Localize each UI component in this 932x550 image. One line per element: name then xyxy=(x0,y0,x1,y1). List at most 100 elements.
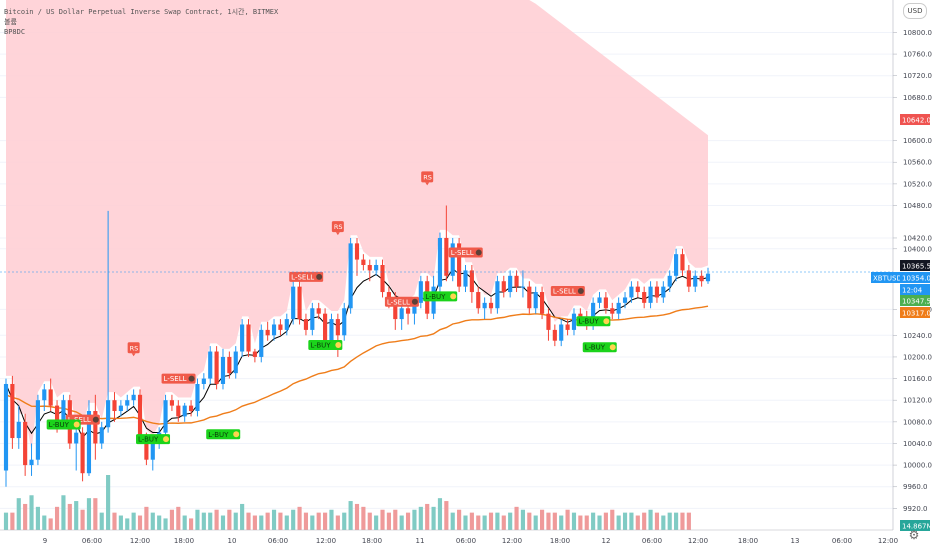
candle-body xyxy=(86,411,92,474)
candle-body xyxy=(488,302,494,309)
volume-bar xyxy=(80,509,85,530)
buy-signal-marker[interactable]: L-BUY xyxy=(576,316,611,327)
volume-bar xyxy=(3,512,9,530)
candle-body xyxy=(674,254,679,276)
price-tag-text: 10642.0 xyxy=(902,117,931,125)
volume-bar xyxy=(648,509,653,530)
candle-body xyxy=(54,405,60,422)
buy-signal-marker[interactable]: L-BUY xyxy=(206,429,241,440)
signal-icon xyxy=(609,344,616,351)
volume-bar xyxy=(284,515,289,530)
volume-bar xyxy=(42,515,47,530)
candle-body xyxy=(29,459,34,466)
candle-body xyxy=(374,265,379,271)
sell-signal-marker[interactable]: L-SELL xyxy=(161,373,196,384)
candle-body xyxy=(329,319,334,341)
y-tick-label: 10560.0 xyxy=(903,159,932,167)
volume-bar xyxy=(67,503,72,530)
volume-bar xyxy=(150,512,155,530)
currency-button[interactable]: USD xyxy=(903,3,927,19)
candle-body xyxy=(591,302,596,325)
candle-body xyxy=(520,286,526,288)
volume-bar xyxy=(323,512,328,530)
rs-marker[interactable]: RS xyxy=(127,342,140,357)
sell-signal-marker[interactable]: L-SELL xyxy=(289,271,324,282)
candle-body xyxy=(437,237,443,287)
candle-body xyxy=(699,275,704,282)
candle-body xyxy=(597,297,602,303)
rs-label: RS xyxy=(423,173,432,181)
volume-bar xyxy=(488,512,494,530)
volume-bar xyxy=(182,515,187,530)
volume-bar xyxy=(565,509,570,530)
candle-body xyxy=(316,308,321,314)
signal-label: L-SELL xyxy=(164,375,187,383)
volume-bar xyxy=(367,512,372,530)
volume-indicator-label: 볼륨 xyxy=(4,18,17,26)
candle-body xyxy=(23,421,28,466)
candle-body xyxy=(559,324,564,341)
y-tick-label: 10240.0 xyxy=(903,332,932,340)
signal-label: L-SELL xyxy=(451,249,474,257)
buy-signal-marker[interactable]: L-BUY xyxy=(423,291,458,302)
buy-signal-marker[interactable]: L-BUY xyxy=(582,342,617,353)
sell-signal-marker[interactable]: L-SELL xyxy=(550,285,585,296)
sell-signal-marker[interactable]: L-SELL xyxy=(448,247,483,258)
buy-signal-marker[interactable]: L-BUY xyxy=(46,419,81,430)
x-tick-label: 06:00 xyxy=(832,537,852,545)
x-tick-label: 10 xyxy=(228,537,237,545)
volume-bar xyxy=(386,512,391,530)
x-tick-label: 12:00 xyxy=(130,537,150,545)
signal-label: L-SELL xyxy=(291,273,314,281)
candle-body xyxy=(278,324,283,330)
settings-gear-icon[interactable]: ⚙ xyxy=(908,528,920,542)
x-tick-label: 18:00 xyxy=(550,537,570,545)
buy-signal-marker[interactable]: L-BUY xyxy=(136,434,171,445)
volume-bar xyxy=(227,509,232,530)
volume-bar xyxy=(527,512,532,530)
x-tick-label: 06:00 xyxy=(642,537,662,545)
candle-body xyxy=(259,329,264,357)
volume-bar xyxy=(495,512,500,530)
volume-bar xyxy=(201,512,206,530)
volume-bar xyxy=(144,506,149,530)
volume-bar xyxy=(354,503,360,530)
buy-signal-marker[interactable]: L-BUY xyxy=(308,340,343,351)
candle-body xyxy=(220,356,226,384)
chart-header: Bitcoin / US Dollar Perpetual Inverse Sw… xyxy=(4,7,278,37)
candle-body xyxy=(418,281,423,303)
y-tick-label: 10600.0 xyxy=(903,137,932,145)
y-tick-label: 10160.0 xyxy=(903,375,932,383)
price-tag-text: 10354.0 xyxy=(902,275,931,283)
sell-signal-marker[interactable]: L-SELL xyxy=(384,296,419,307)
volume-bar xyxy=(667,512,672,530)
candle-body xyxy=(80,432,85,474)
candle-body xyxy=(457,243,462,287)
signal-markers[interactable]: L-SELL L-BUY L-BUY L-SELL L-BUY L-SELL L-BUY L-… xyxy=(46,171,617,445)
volume-bar xyxy=(246,512,251,530)
volume-bar xyxy=(195,509,200,530)
candle-body xyxy=(265,329,270,336)
volume-bar xyxy=(93,498,98,530)
volume-bar xyxy=(23,503,28,530)
rs-marker[interactable]: RS xyxy=(331,221,344,236)
signal-label: L-BUY xyxy=(578,318,599,326)
volume-bar xyxy=(176,506,181,530)
volume-bar xyxy=(240,503,245,530)
candle-body xyxy=(648,286,653,303)
x-axis[interactable]: 9 06:00 12:00 18:00 10 06:00 12:00 18:00 11 06:00… xyxy=(43,537,898,545)
candle-body xyxy=(35,400,40,460)
candle-body xyxy=(546,313,551,330)
price-tag-text: XBTUSD xyxy=(873,275,902,283)
candle-body xyxy=(469,270,474,293)
volume-bar xyxy=(342,512,347,530)
volume-bar xyxy=(106,475,111,530)
y-tick-label: 9920.0 xyxy=(903,505,928,513)
candle-body xyxy=(514,275,519,287)
signal-label: L-BUY xyxy=(310,342,331,350)
volume-bar xyxy=(546,512,551,530)
candle-body xyxy=(405,308,411,314)
rs-marker[interactable]: RS xyxy=(421,171,434,186)
volume-bar xyxy=(457,509,462,530)
